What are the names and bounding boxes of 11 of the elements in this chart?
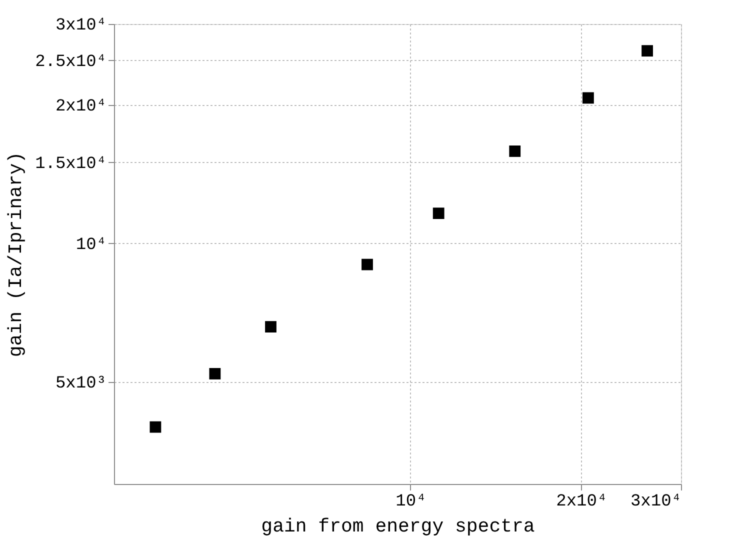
y-axis-title: gain (Ia/Iprinary)	[5, 152, 28, 358]
y-tick-label: 1.5x10⁴	[35, 154, 106, 174]
x-tick-label: 2x10⁴	[556, 492, 608, 512]
y-tick-label: 2.5x10⁴	[35, 52, 106, 72]
y-tick-label: 2x10⁴	[55, 98, 106, 116]
x-tick-label: 3x10⁴	[630, 492, 682, 512]
x-axis-title: gain from energy spectra	[261, 516, 535, 538]
y-tick-label: 10⁴	[76, 236, 106, 255]
y-tick-label: 5x10³	[55, 374, 106, 394]
x-tick-label: 10⁴	[396, 492, 426, 512]
y-tick-label: 3x10⁴	[55, 16, 106, 36]
